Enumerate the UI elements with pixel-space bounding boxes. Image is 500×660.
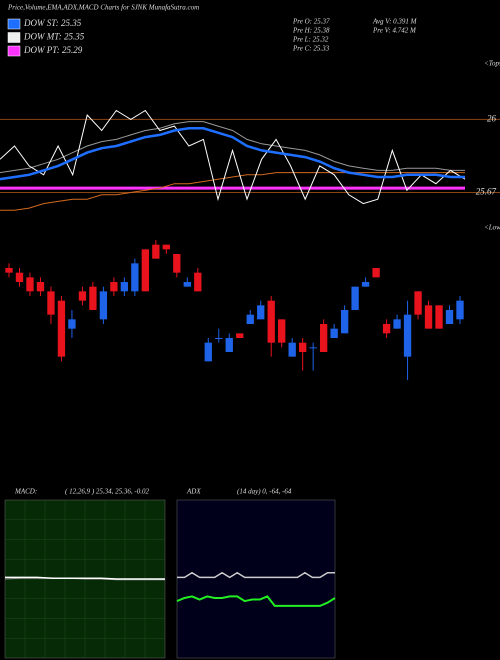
candle-body xyxy=(120,282,129,292)
price-info: Pre H: 25.38 xyxy=(292,27,330,35)
legend-swatch xyxy=(7,18,21,30)
price-info: Pre C: 25.33 xyxy=(292,45,330,53)
candle-body xyxy=(15,272,24,282)
candle-body xyxy=(152,244,160,259)
candle-body xyxy=(309,347,317,349)
candle-body xyxy=(173,254,181,273)
candle-body xyxy=(246,314,254,324)
candle-body xyxy=(215,338,223,339)
candle-body xyxy=(351,286,359,310)
candle-body xyxy=(299,342,307,352)
candle-body xyxy=(204,342,212,362)
legend-swatch xyxy=(7,32,21,43)
candle-body xyxy=(236,333,244,338)
candle-body xyxy=(89,286,97,310)
volume-info: Pre V: 4.742 M xyxy=(372,27,417,35)
candle-body xyxy=(78,291,87,301)
candle-body xyxy=(99,291,108,320)
candle-body xyxy=(445,310,454,324)
y-tick-label: 25.67 xyxy=(476,187,497,197)
series-line xyxy=(177,571,335,579)
candle-body xyxy=(340,310,349,334)
legend-label: DOW PT: 25.29 xyxy=(23,45,83,55)
candle-body xyxy=(267,300,275,343)
page-title: Price,Volume,EMA,ADX,MACD Charts for SJN… xyxy=(7,4,199,12)
legend-swatch xyxy=(7,45,21,57)
candle-body xyxy=(194,272,202,292)
candle-body xyxy=(330,328,338,338)
series-line xyxy=(0,109,466,205)
series-line xyxy=(0,127,465,181)
candle-body xyxy=(26,277,34,292)
candle-body xyxy=(57,300,66,357)
candle-body xyxy=(47,291,55,315)
panel-background xyxy=(176,499,336,659)
candle-body xyxy=(68,319,76,329)
price-info: Pre O: 25.37 xyxy=(292,18,330,26)
lows-label: <Lows xyxy=(484,224,500,232)
panel-title: MACD: xyxy=(14,488,37,496)
candle-body xyxy=(424,305,433,329)
candle-body xyxy=(403,314,412,357)
y-tick-label: 26 xyxy=(487,113,497,123)
candle-body xyxy=(382,324,391,334)
volume-info: Avg V: 0.391 M xyxy=(372,18,418,26)
candle-body xyxy=(372,268,380,278)
series-line xyxy=(0,172,465,211)
candle-body xyxy=(225,338,233,352)
series-line xyxy=(0,121,465,174)
panel-title: ADX xyxy=(186,488,201,496)
candle-body xyxy=(183,282,191,287)
candle-body xyxy=(141,249,150,292)
candle-body xyxy=(5,268,13,273)
candle-body xyxy=(278,319,286,343)
candle-body xyxy=(319,324,328,352)
candle-body xyxy=(257,305,265,320)
panel-subtitle: ( 12,26,9 ) 25.34, 25.36, -0.02 xyxy=(65,488,149,496)
candle-body xyxy=(131,263,139,292)
candle-body xyxy=(361,282,370,287)
candle-body xyxy=(414,291,422,315)
series-line xyxy=(176,595,336,607)
series-line xyxy=(4,577,165,581)
candle-body xyxy=(162,244,170,250)
candle-body xyxy=(435,305,443,329)
panel-subtitle: (14 day) 0, -64, -64 xyxy=(237,488,292,496)
candle-body xyxy=(456,300,464,320)
candle-body xyxy=(288,342,296,357)
legend-label: DOW ST: 25.35 xyxy=(23,18,82,28)
price-info: Pre L: 25.32 xyxy=(292,36,329,44)
candle-body xyxy=(393,319,401,329)
series-line xyxy=(5,576,165,580)
legend-label: DOW MT: 25.35 xyxy=(23,32,85,42)
tops-label: <Tops xyxy=(484,60,500,68)
candle-body xyxy=(36,282,45,292)
candle-body xyxy=(110,282,118,292)
